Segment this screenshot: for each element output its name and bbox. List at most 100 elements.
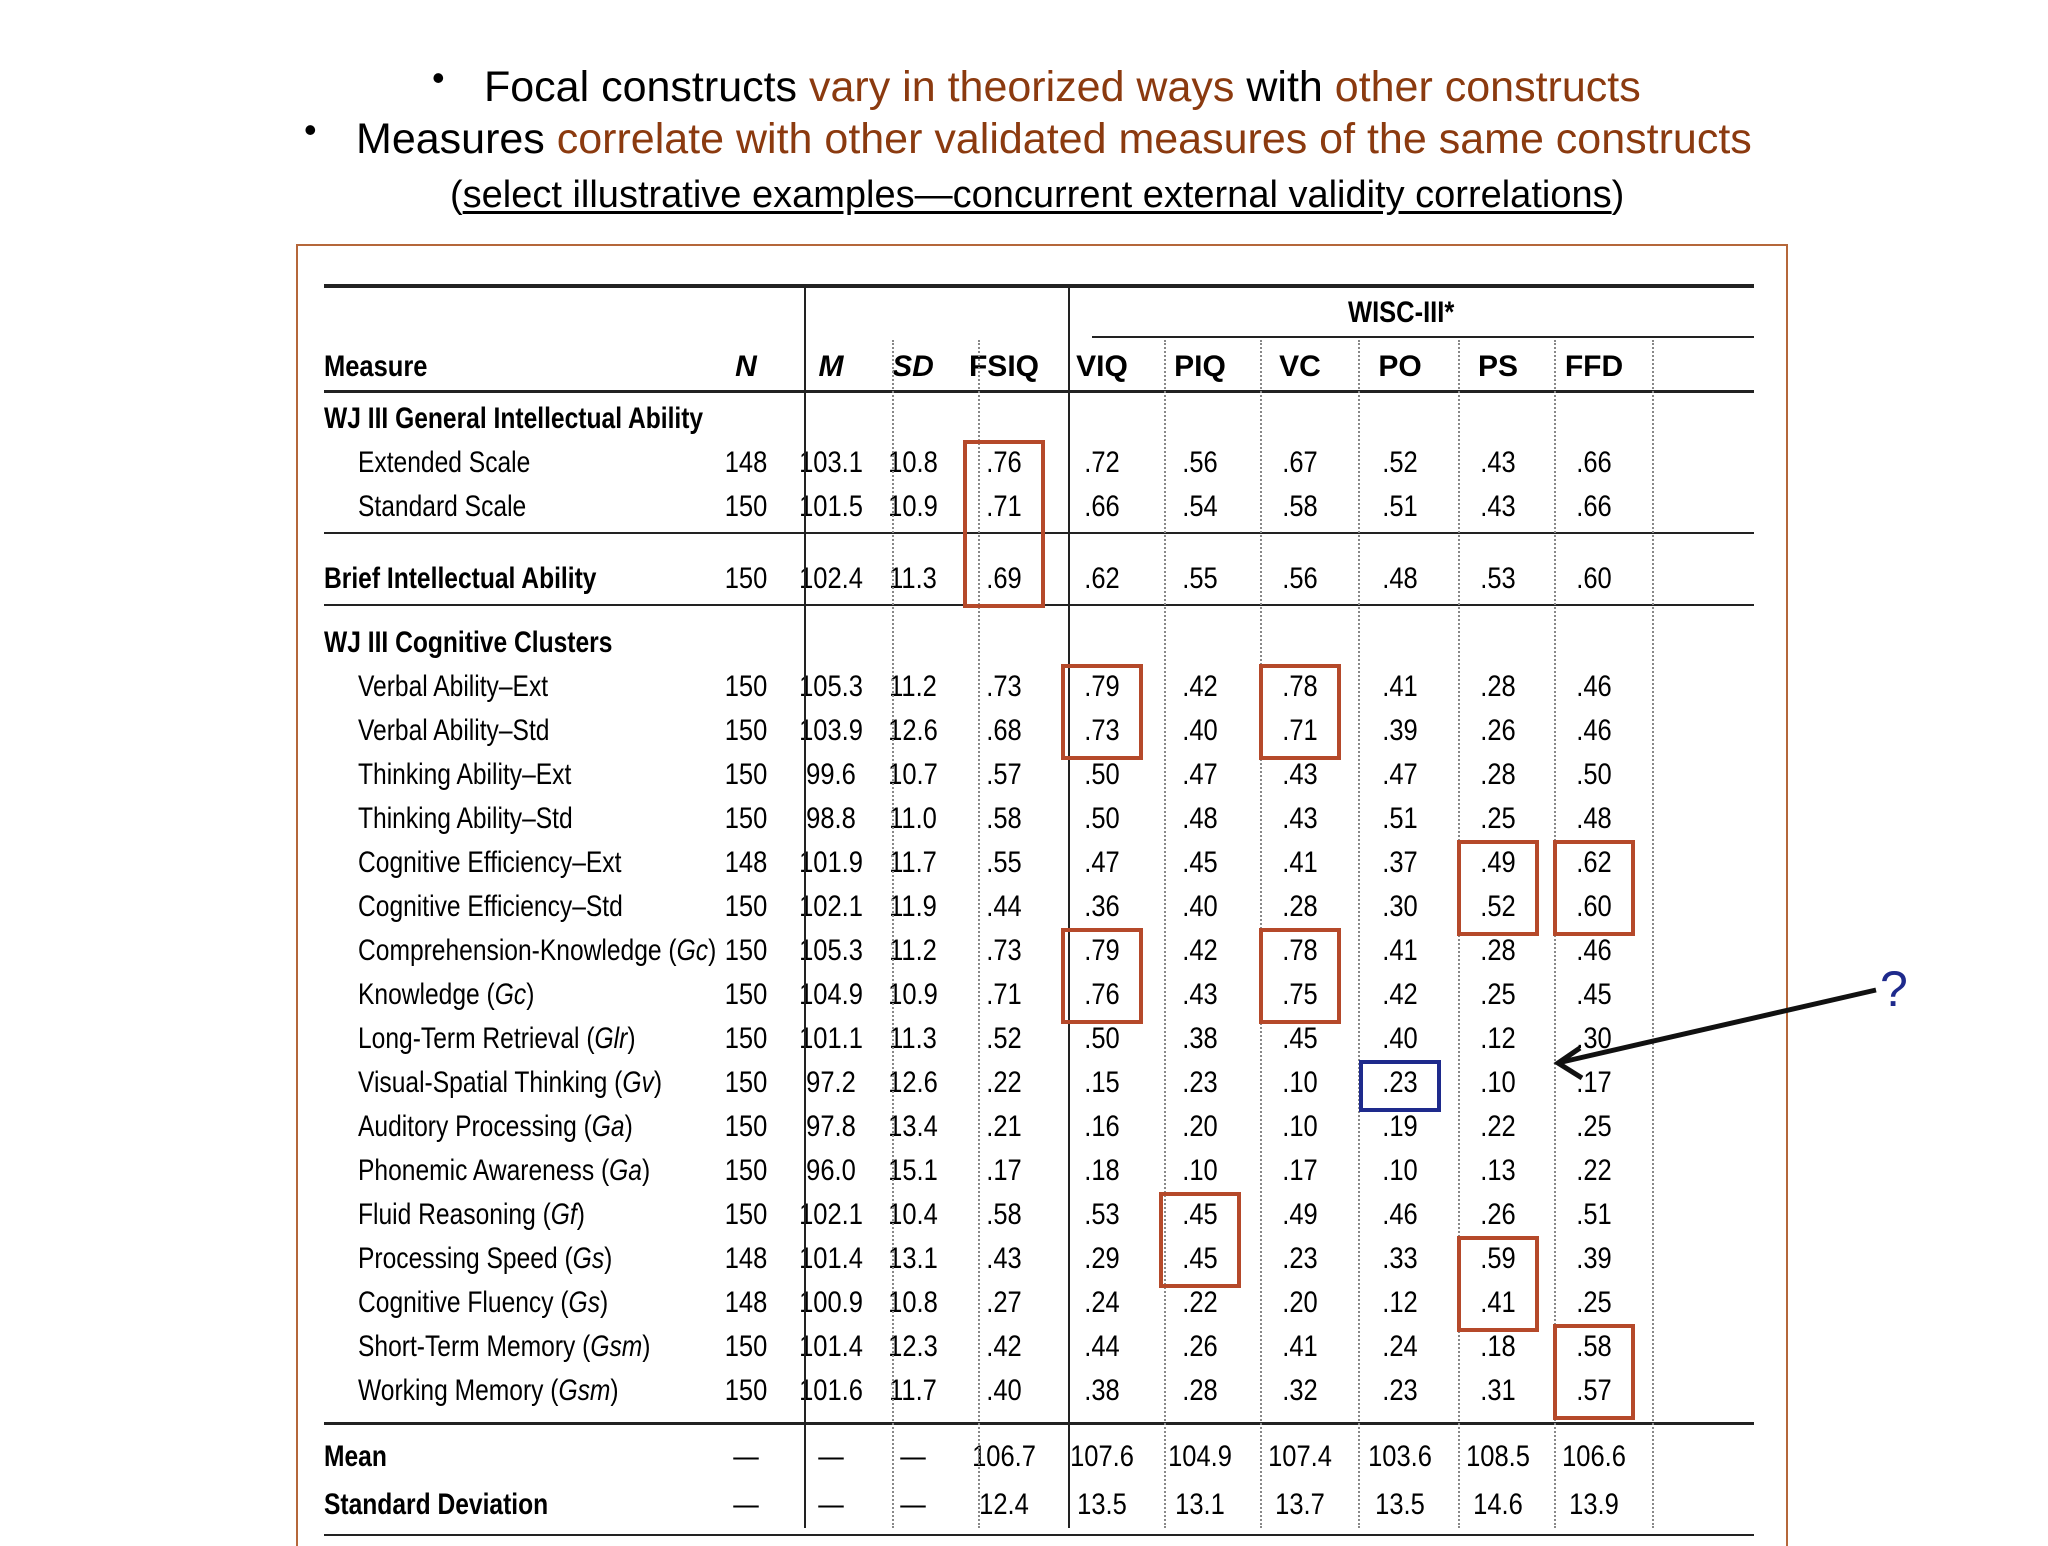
table-cell: .32: [1282, 1374, 1318, 1407]
row-label: Verbal Ability–Std: [358, 714, 550, 747]
table-cell: 101.4: [799, 1330, 863, 1363]
table-cell: .79: [1084, 934, 1120, 967]
row-label: Mean: [324, 1440, 387, 1473]
table-cell: 13.9: [1569, 1488, 1619, 1521]
table-cell: .28: [1480, 934, 1516, 967]
table-cell: 11.7: [889, 1374, 937, 1407]
table-cell: .40: [1182, 714, 1218, 747]
table-row: Fluid Reasoning (Gf) 150 102.1 10.4 .58 .53 .4…: [324, 1198, 1754, 1242]
table-cell: .56: [1282, 562, 1318, 595]
table-cell: 101.9: [799, 846, 863, 879]
table-row: Cognitive Efficiency–Ext 148 101.9 11.7 .55.…: [324, 846, 1754, 890]
row-label: Processing Speed (Gs): [358, 1242, 613, 1275]
table-cell: 11.3: [889, 562, 937, 595]
highlight-box: [1061, 928, 1143, 1024]
table-cell: .38: [1182, 1022, 1218, 1055]
table-cell: 148: [724, 446, 768, 479]
table-row: Standard Scale 150 101.5 10.9 .71 .66 .54 .58 .5…: [324, 490, 1754, 534]
table-cell: 12.3: [888, 1330, 938, 1363]
table-cell: .76: [1084, 978, 1120, 1011]
table-cell: 11.9: [889, 890, 937, 923]
table-cell: .42: [1382, 978, 1418, 1011]
table-cell: .45: [1282, 1022, 1318, 1055]
row-label: Auditory Processing (Ga): [358, 1110, 633, 1143]
table-cell: .17: [1576, 1066, 1612, 1099]
table-cell: .46: [1576, 934, 1612, 967]
table-cell: .10: [1382, 1154, 1418, 1187]
table-cell: .31: [1480, 1374, 1516, 1407]
table-cell: .27: [986, 1286, 1022, 1319]
table-cell: .58: [986, 802, 1022, 835]
table-cell: 11.3: [889, 1022, 937, 1055]
table-cell: .41: [1282, 1330, 1318, 1363]
table-cell: —: [733, 1440, 759, 1473]
table-cell: .71: [986, 978, 1022, 1011]
table-cell: .28: [1182, 1374, 1218, 1407]
table-cell: 100.9: [799, 1286, 863, 1319]
table-cell: .21: [986, 1110, 1022, 1143]
table-cell: .39: [1382, 714, 1418, 747]
table-cell: 150: [724, 490, 768, 523]
column-divider: [1068, 284, 1070, 1528]
table-cell: .10: [1282, 1066, 1318, 1099]
table-cell: .25: [1480, 802, 1516, 835]
section-rule: [324, 532, 1754, 534]
table-cell: .55: [986, 846, 1022, 879]
highlight-box: [1159, 1192, 1241, 1288]
column-header-ps: PS: [1477, 350, 1519, 383]
row-label: Visual-Spatial Thinking (Gv): [358, 1066, 663, 1099]
table-cell: 13.5: [1375, 1488, 1425, 1521]
table-cell: 10.9: [888, 978, 938, 1011]
table-cell: 12.4: [979, 1488, 1029, 1521]
table-cell: .13: [1480, 1154, 1516, 1187]
highlight-box: [1259, 928, 1341, 1024]
table-cell: .23: [1282, 1242, 1318, 1275]
table-cell: 14.6: [1473, 1488, 1523, 1521]
table-cell: .43: [1480, 490, 1516, 523]
table-cell: .42: [1182, 670, 1218, 703]
table-cell: .59: [1480, 1242, 1516, 1275]
table-cell: 150: [724, 670, 768, 703]
table-cell: .42: [1182, 934, 1218, 967]
table-cell: .28: [1282, 890, 1318, 923]
table-cell: .45: [1576, 978, 1612, 1011]
highlight-box: [1553, 1324, 1635, 1420]
table-cell: .57: [986, 758, 1022, 791]
highlight-box: [1061, 664, 1143, 760]
table-cell: 15.1: [888, 1154, 938, 1187]
table-cell: 101.1: [799, 1022, 863, 1055]
table-cell: .43: [1480, 446, 1516, 479]
column-header-ffd: FFD: [1564, 350, 1624, 383]
table-cell: 10.4: [888, 1198, 938, 1231]
bullet-dot: •: [432, 57, 445, 98]
table-cell: .50: [1084, 758, 1120, 791]
table-cell: 105.3: [799, 934, 863, 967]
table-cell: .22: [1480, 1110, 1516, 1143]
table-cell: .20: [1282, 1286, 1318, 1319]
highlight-box: [1553, 840, 1635, 936]
table-cell: 150: [724, 1198, 768, 1231]
table-row: Thinking Ability–Std 150 98.8 11.0 .58 .50 .48…: [324, 802, 1754, 846]
table-cell: .43: [1282, 802, 1318, 835]
table-cell: .41: [1282, 846, 1318, 879]
group-rule: [1092, 336, 1754, 338]
table-row: Comprehension-Knowledge (Gc) 150 105.3 11.2…: [324, 934, 1754, 978]
table-cell: .46: [1576, 670, 1612, 703]
table-cell: .17: [1282, 1154, 1318, 1187]
table-cell: .37: [1382, 846, 1418, 879]
row-label: Thinking Ability–Std: [358, 802, 573, 835]
highlight-box: [1457, 1236, 1539, 1332]
table-cell: .45: [1182, 1198, 1218, 1231]
table-cell: 103.1: [799, 446, 863, 479]
column-header-piq: PIQ: [1174, 350, 1226, 383]
table-cell: .12: [1480, 1022, 1516, 1055]
table-row: Processing Speed (Gs) 148 101.4 13.1 .43 .29.…: [324, 1242, 1754, 1286]
table-cell: 11.0: [889, 802, 937, 835]
column-header-m: M: [818, 350, 844, 383]
table-row: WJ III General Intellectual Ability: [324, 402, 1754, 446]
row-label: Short-Term Memory (Gsm): [358, 1330, 651, 1363]
table-cell: .24: [1084, 1286, 1120, 1319]
table-cell: 13.1: [1175, 1488, 1225, 1521]
table-row: Extended Scale 148 103.1 10.8 .76 .72 .56 .67 .5…: [324, 446, 1754, 490]
